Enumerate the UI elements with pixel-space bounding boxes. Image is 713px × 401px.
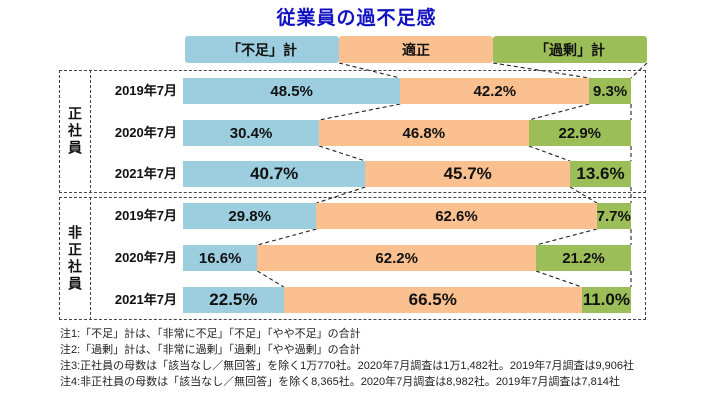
bar-segment-surplus: 7.7%: [596, 203, 631, 229]
note-line-3: 注3:正社員の母数は「該当なし／無回答」を除く1万770社。2020年7月調査は…: [60, 360, 634, 372]
segment-value-label: 45.7%: [443, 164, 492, 183]
legend-label: 「不足」計: [227, 41, 297, 58]
segment-value-label: 46.8%: [402, 124, 446, 142]
segment-value-label: 40.7%: [250, 164, 299, 183]
row-label: 2021年7月: [114, 292, 177, 307]
legend: 「不足」計 適正 「過剰」計: [185, 36, 647, 63]
group-box-0: 正社員: [59, 70, 646, 193]
bar-segment-appropriate: 46.8%: [319, 120, 529, 146]
segment-value-label: 22.9%: [558, 124, 602, 142]
bar-segment-shortage: 16.6%: [183, 245, 258, 271]
row-label: 2019年7月: [114, 83, 177, 98]
legend-label: 「過剰」計: [535, 41, 605, 58]
segment-value-label: 66.5%: [408, 290, 457, 309]
segment-value-label: 7.7%: [596, 207, 631, 225]
bar-segment-shortage: 22.5%: [183, 287, 284, 313]
bar-row: 30.4% 46.8% 22.9%: [183, 120, 631, 146]
bar-segment-surplus: 22.9%: [528, 120, 631, 146]
bar-segment-surplus: 21.2%: [536, 245, 631, 271]
bar-segment-shortage: 40.7%: [183, 161, 366, 187]
bar-segment-surplus: 9.3%: [589, 78, 631, 104]
bar-segment-appropriate: 66.5%: [283, 287, 582, 313]
page-title: 従業員の過不足感: [276, 8, 437, 29]
bar-segment-surplus: 11.0%: [581, 287, 631, 313]
note-line-1: 注1:「不足」計は、「非常に不足」「不足」「やや不足」の合計: [60, 328, 361, 340]
group-divider: [90, 70, 91, 193]
row-label: 2021年7月: [114, 166, 177, 181]
legend-label: 適正: [402, 41, 430, 58]
segment-value-label: 9.3%: [593, 82, 628, 100]
segment-value-label: 13.6%: [576, 164, 625, 183]
bar-segment-appropriate: 45.7%: [365, 161, 571, 187]
segment-value-label: 62.6%: [435, 207, 478, 225]
bar-segment-surplus: 13.6%: [570, 161, 631, 187]
segment-value-label: 11.0%: [582, 290, 630, 309]
bar-segment-shortage: 48.5%: [183, 78, 401, 104]
note-line-2: 注2:「過剰」計は、「非常に過剰」「過剰」「やや過剰」の合計: [60, 344, 361, 356]
group-label: 正社員: [67, 106, 83, 157]
bar-row: 48.5% 42.2% 9.3%: [183, 78, 631, 104]
bar-segment-appropriate: 62.2%: [257, 245, 536, 271]
bar-row: 16.6% 62.2% 21.2%: [183, 245, 631, 271]
row-label: 2019年7月: [114, 208, 177, 223]
bar-segment-shortage: 30.4%: [183, 120, 320, 146]
group-box-1: 非正社員: [59, 197, 646, 320]
bar-segment-appropriate: 62.6%: [316, 203, 597, 229]
row-label: 2020年7月: [114, 250, 177, 265]
segment-value-label: 16.6%: [198, 249, 242, 267]
bar-row: 40.7% 45.7% 13.6%: [183, 161, 631, 187]
bar-row: 22.5% 66.5% 11.0%: [183, 287, 631, 313]
segment-value-label: 22.5%: [209, 290, 258, 309]
segment-value-label: 29.8%: [228, 207, 271, 225]
legend-item-appropriate: 適正: [339, 36, 493, 63]
row-label: 2020年7月: [114, 125, 177, 140]
segment-value-label: 42.2%: [473, 82, 517, 100]
bar-row: 29.8% 62.6% 7.7%: [183, 203, 631, 229]
bar-segment-shortage: 29.8%: [183, 203, 317, 229]
segment-value-label: 21.2%: [562, 249, 605, 267]
group-label: 非正社員: [67, 224, 83, 293]
segment-value-label: 62.2%: [375, 249, 418, 267]
notes: 注1:「不足」計は、「非常に不足」「不足」「やや不足」の合計 注2:「過剰」計は、…: [60, 326, 634, 390]
segment-value-label: 30.4%: [229, 124, 273, 142]
legend-item-surplus: 「過剰」計: [493, 36, 647, 63]
bar-segment-appropriate: 42.2%: [400, 78, 590, 104]
legend-item-shortage: 「不足」計: [185, 36, 339, 63]
segment-value-label: 48.5%: [270, 82, 313, 100]
group-divider: [90, 197, 91, 320]
note-line-4: 注4:非正社員の母数は「該当なし／無回答」を除く8,365社。2020年7月調査…: [60, 376, 620, 388]
